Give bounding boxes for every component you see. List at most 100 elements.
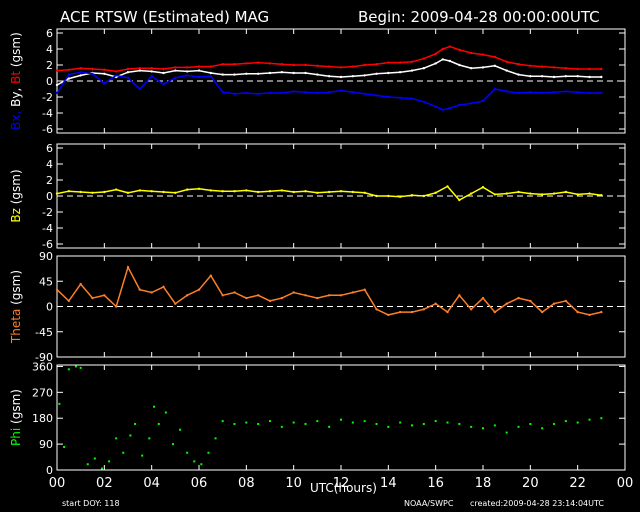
data-point	[339, 75, 343, 79]
data-point	[268, 299, 272, 303]
data-point	[103, 294, 106, 297]
data-point	[434, 420, 437, 423]
data-point	[245, 189, 248, 192]
data-point	[448, 45, 452, 48]
y-axis-label: Theta (gsm)	[9, 270, 23, 344]
data-point	[564, 75, 568, 78]
x-tick-label: 06	[191, 476, 208, 491]
data-point	[162, 67, 165, 71]
data-point	[576, 75, 579, 78]
data-point	[517, 190, 520, 194]
data-point	[316, 191, 319, 194]
data-point	[91, 296, 94, 300]
data-point	[268, 91, 272, 95]
data-point	[327, 190, 331, 194]
data-point	[103, 82, 106, 85]
data-point	[79, 67, 82, 70]
data-point	[375, 422, 378, 425]
data-point	[517, 425, 520, 428]
data-point	[505, 90, 508, 93]
data-point	[481, 99, 485, 103]
data-point	[185, 188, 189, 191]
data-point	[245, 296, 248, 300]
data-point	[327, 65, 331, 68]
data-point	[398, 71, 402, 74]
y-axis-label-part: (gsm)	[9, 270, 23, 309]
data-point	[448, 59, 452, 63]
data-point	[600, 417, 603, 420]
data-point	[103, 190, 106, 194]
y-axis-label: Bx, By, Bt (gsm)	[9, 32, 23, 130]
data-point	[292, 421, 295, 424]
x-tick-label: 16	[427, 476, 444, 491]
data-point	[576, 67, 579, 71]
data-point	[600, 310, 603, 314]
data-point	[256, 72, 260, 76]
data-point	[422, 67, 426, 70]
data-point	[209, 189, 213, 192]
data-point	[316, 296, 319, 300]
data-point	[458, 422, 461, 425]
data-point	[493, 87, 497, 91]
data-point	[363, 74, 366, 77]
data-point	[209, 65, 213, 68]
data-point	[505, 192, 508, 195]
y-tick-label: -2	[42, 91, 53, 104]
data-point	[351, 190, 355, 194]
data-point	[58, 402, 61, 405]
panels: 6 4 2 0 -2 -4 -6 Bx, By, Bt (gsm) 6 4 2 0 -2 -4 -6 Bz (…	[9, 27, 626, 477]
data-point	[422, 100, 426, 104]
data-point	[153, 405, 156, 408]
data-point	[55, 288, 59, 291]
data-point	[493, 193, 497, 196]
data-point	[339, 190, 343, 193]
data-point	[209, 71, 213, 75]
y-tick-label: 0	[46, 75, 53, 88]
data-point	[505, 60, 508, 63]
data-point	[134, 422, 137, 425]
data-point	[517, 62, 520, 66]
data-point	[398, 61, 402, 64]
data-point	[207, 451, 210, 454]
data-point	[588, 418, 591, 421]
data-point	[553, 422, 555, 425]
data-point	[103, 68, 106, 72]
data-point	[540, 91, 544, 95]
data-point	[375, 62, 378, 66]
y-tick-label: -90	[35, 351, 53, 364]
data-point	[316, 420, 319, 423]
data-point	[79, 74, 82, 77]
data-point	[221, 294, 224, 297]
data-point	[446, 185, 449, 188]
data-point	[114, 305, 118, 308]
y-axis-label: Bz (gsm)	[9, 169, 23, 222]
data-point	[197, 288, 201, 291]
data-point	[67, 73, 71, 76]
data-point	[185, 74, 189, 77]
data-point	[529, 75, 532, 78]
data-point	[141, 454, 144, 457]
data-point	[339, 89, 343, 92]
data-point	[292, 63, 295, 67]
y-tick-label: 2	[46, 59, 53, 72]
x-axis-label: UTC(hours)	[310, 481, 377, 495]
y-axis-label: Phi (gsm)	[9, 389, 23, 446]
data-point	[422, 308, 426, 311]
data-point	[564, 90, 568, 93]
data-point	[493, 64, 497, 68]
data-point	[410, 194, 414, 197]
data-point	[138, 288, 142, 291]
data-point	[174, 191, 177, 194]
y-axis-label-part: Phi	[9, 428, 23, 446]
data-point	[150, 70, 153, 73]
data-point	[304, 63, 307, 67]
data-point	[79, 71, 82, 74]
data-point	[410, 97, 414, 100]
data-point	[114, 188, 118, 191]
data-point	[505, 69, 508, 72]
x-tick-label: 02	[96, 476, 113, 491]
data-point	[114, 74, 118, 77]
data-point	[529, 64, 532, 68]
data-point	[493, 55, 497, 59]
